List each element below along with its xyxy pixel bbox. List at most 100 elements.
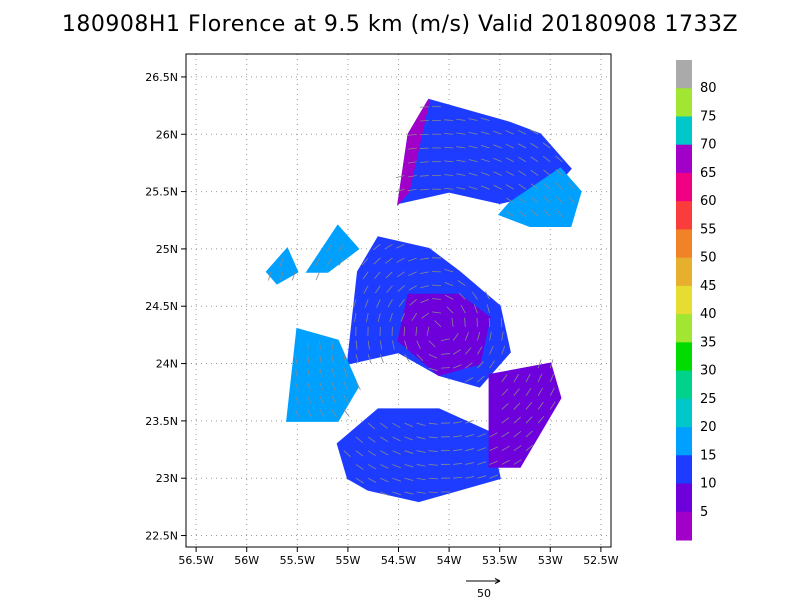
wind-vector [513, 374, 519, 383]
x-tick-label: 54.5W [381, 554, 416, 567]
wind-vector [408, 285, 417, 291]
wind-vector [556, 196, 563, 204]
wind-vector [428, 450, 438, 452]
wind-vector [493, 157, 502, 163]
wind-vector [501, 445, 510, 452]
wind-vector [376, 299, 381, 308]
wind-vector [331, 381, 336, 391]
wind-vector [525, 402, 532, 410]
wind-vector [432, 311, 442, 314]
wind-vector [403, 326, 405, 336]
colorbar-label: 20 [700, 420, 717, 435]
wind-vector [489, 460, 499, 465]
wind-vector [355, 477, 364, 484]
x-tick-label: 52.5W [583, 554, 618, 567]
colorbar-label: 75 [700, 109, 717, 124]
wind-vector [480, 131, 490, 135]
wind-vector [477, 346, 483, 355]
y-tick-label: 23N [156, 472, 178, 485]
wind-vector [379, 340, 383, 350]
wind-vector [428, 367, 438, 372]
wind-vector [367, 464, 377, 470]
colorbar-label: 25 [700, 392, 717, 407]
colorbar-label: 15 [700, 448, 717, 463]
wind-vector [428, 436, 438, 439]
wind-vector [453, 476, 463, 479]
wind-vector [505, 143, 515, 149]
wind-vector [444, 282, 454, 286]
wind-vector [480, 172, 490, 176]
wind-vector [556, 209, 563, 218]
wind-vector [440, 367, 451, 369]
wind-vector [525, 430, 533, 438]
wind-vector [473, 304, 478, 314]
wind-vector [404, 422, 414, 427]
wind-vector [279, 271, 284, 281]
wind-vector [452, 364, 462, 369]
y-tick-label: 23.5N [145, 415, 178, 428]
wind-vector [408, 271, 417, 276]
wind-vector [404, 491, 414, 495]
colorbar: 5 10 15 20 25 30 35 40 45 50 55 60 65 70 75 80 [676, 60, 717, 541]
wind-vector [352, 299, 357, 309]
wind-vector [453, 462, 463, 465]
wind-vector [543, 182, 551, 190]
wind-vector [549, 387, 555, 396]
colorbar-swatch [676, 483, 692, 513]
wind-vector [404, 436, 414, 441]
colorbar-swatch [676, 285, 692, 315]
wind-vector [396, 243, 405, 249]
wind-vector [400, 312, 405, 322]
colorbar-swatch [676, 342, 692, 372]
wind-vector [397, 285, 405, 292]
wind-vector [513, 431, 522, 438]
wind-vector [477, 461, 487, 465]
wind-vector [416, 491, 426, 494]
wind-vector [518, 197, 527, 204]
wind-vector [331, 409, 338, 418]
wind-vector [420, 298, 430, 303]
wind-vector [549, 373, 555, 383]
wind-vector [537, 359, 542, 369]
wind-vector [542, 142, 551, 149]
wind-vector [385, 271, 393, 279]
colorbar-label: 65 [700, 166, 717, 181]
wind-vector [472, 291, 478, 300]
x-tick-label: 53.5W [482, 554, 517, 567]
wind-vector [279, 257, 284, 267]
wind-vector [380, 436, 389, 443]
wind-vector [355, 464, 364, 470]
wind-vector [326, 244, 333, 252]
wind-vector [398, 299, 405, 307]
wind-vector [501, 374, 508, 383]
wind-vector [415, 326, 418, 336]
wind-vector [343, 450, 351, 457]
wind-vector [367, 450, 376, 456]
wind-region-7 [286, 327, 360, 422]
wind-vector [489, 331, 492, 341]
colorbar-label: 60 [700, 194, 717, 209]
wind-vector [460, 304, 466, 314]
wind-vector [493, 144, 502, 149]
wind-vector [465, 434, 475, 438]
colorbar-swatch [676, 201, 692, 230]
wind-vector [493, 184, 502, 190]
wind-region-8 [305, 224, 360, 273]
wind-vector [468, 131, 478, 135]
wind-vector [477, 331, 481, 341]
wind-vector [395, 188, 405, 193]
wind-vector [446, 306, 454, 314]
vector-scale-key: 50 [466, 578, 501, 600]
wind-vector [501, 388, 509, 396]
colorbar-swatch [676, 427, 692, 456]
wind-vector [440, 353, 450, 355]
x-tick-label: 56.5W [178, 554, 213, 567]
colorbar-label: 70 [700, 138, 717, 153]
wind-vector [377, 313, 381, 322]
wind-vector [365, 313, 369, 323]
wind-vector [407, 175, 417, 178]
wind-vector [404, 450, 414, 454]
colorbar-label: 45 [700, 279, 717, 294]
wind-vector [465, 362, 473, 369]
colorbar-swatch [676, 511, 692, 541]
